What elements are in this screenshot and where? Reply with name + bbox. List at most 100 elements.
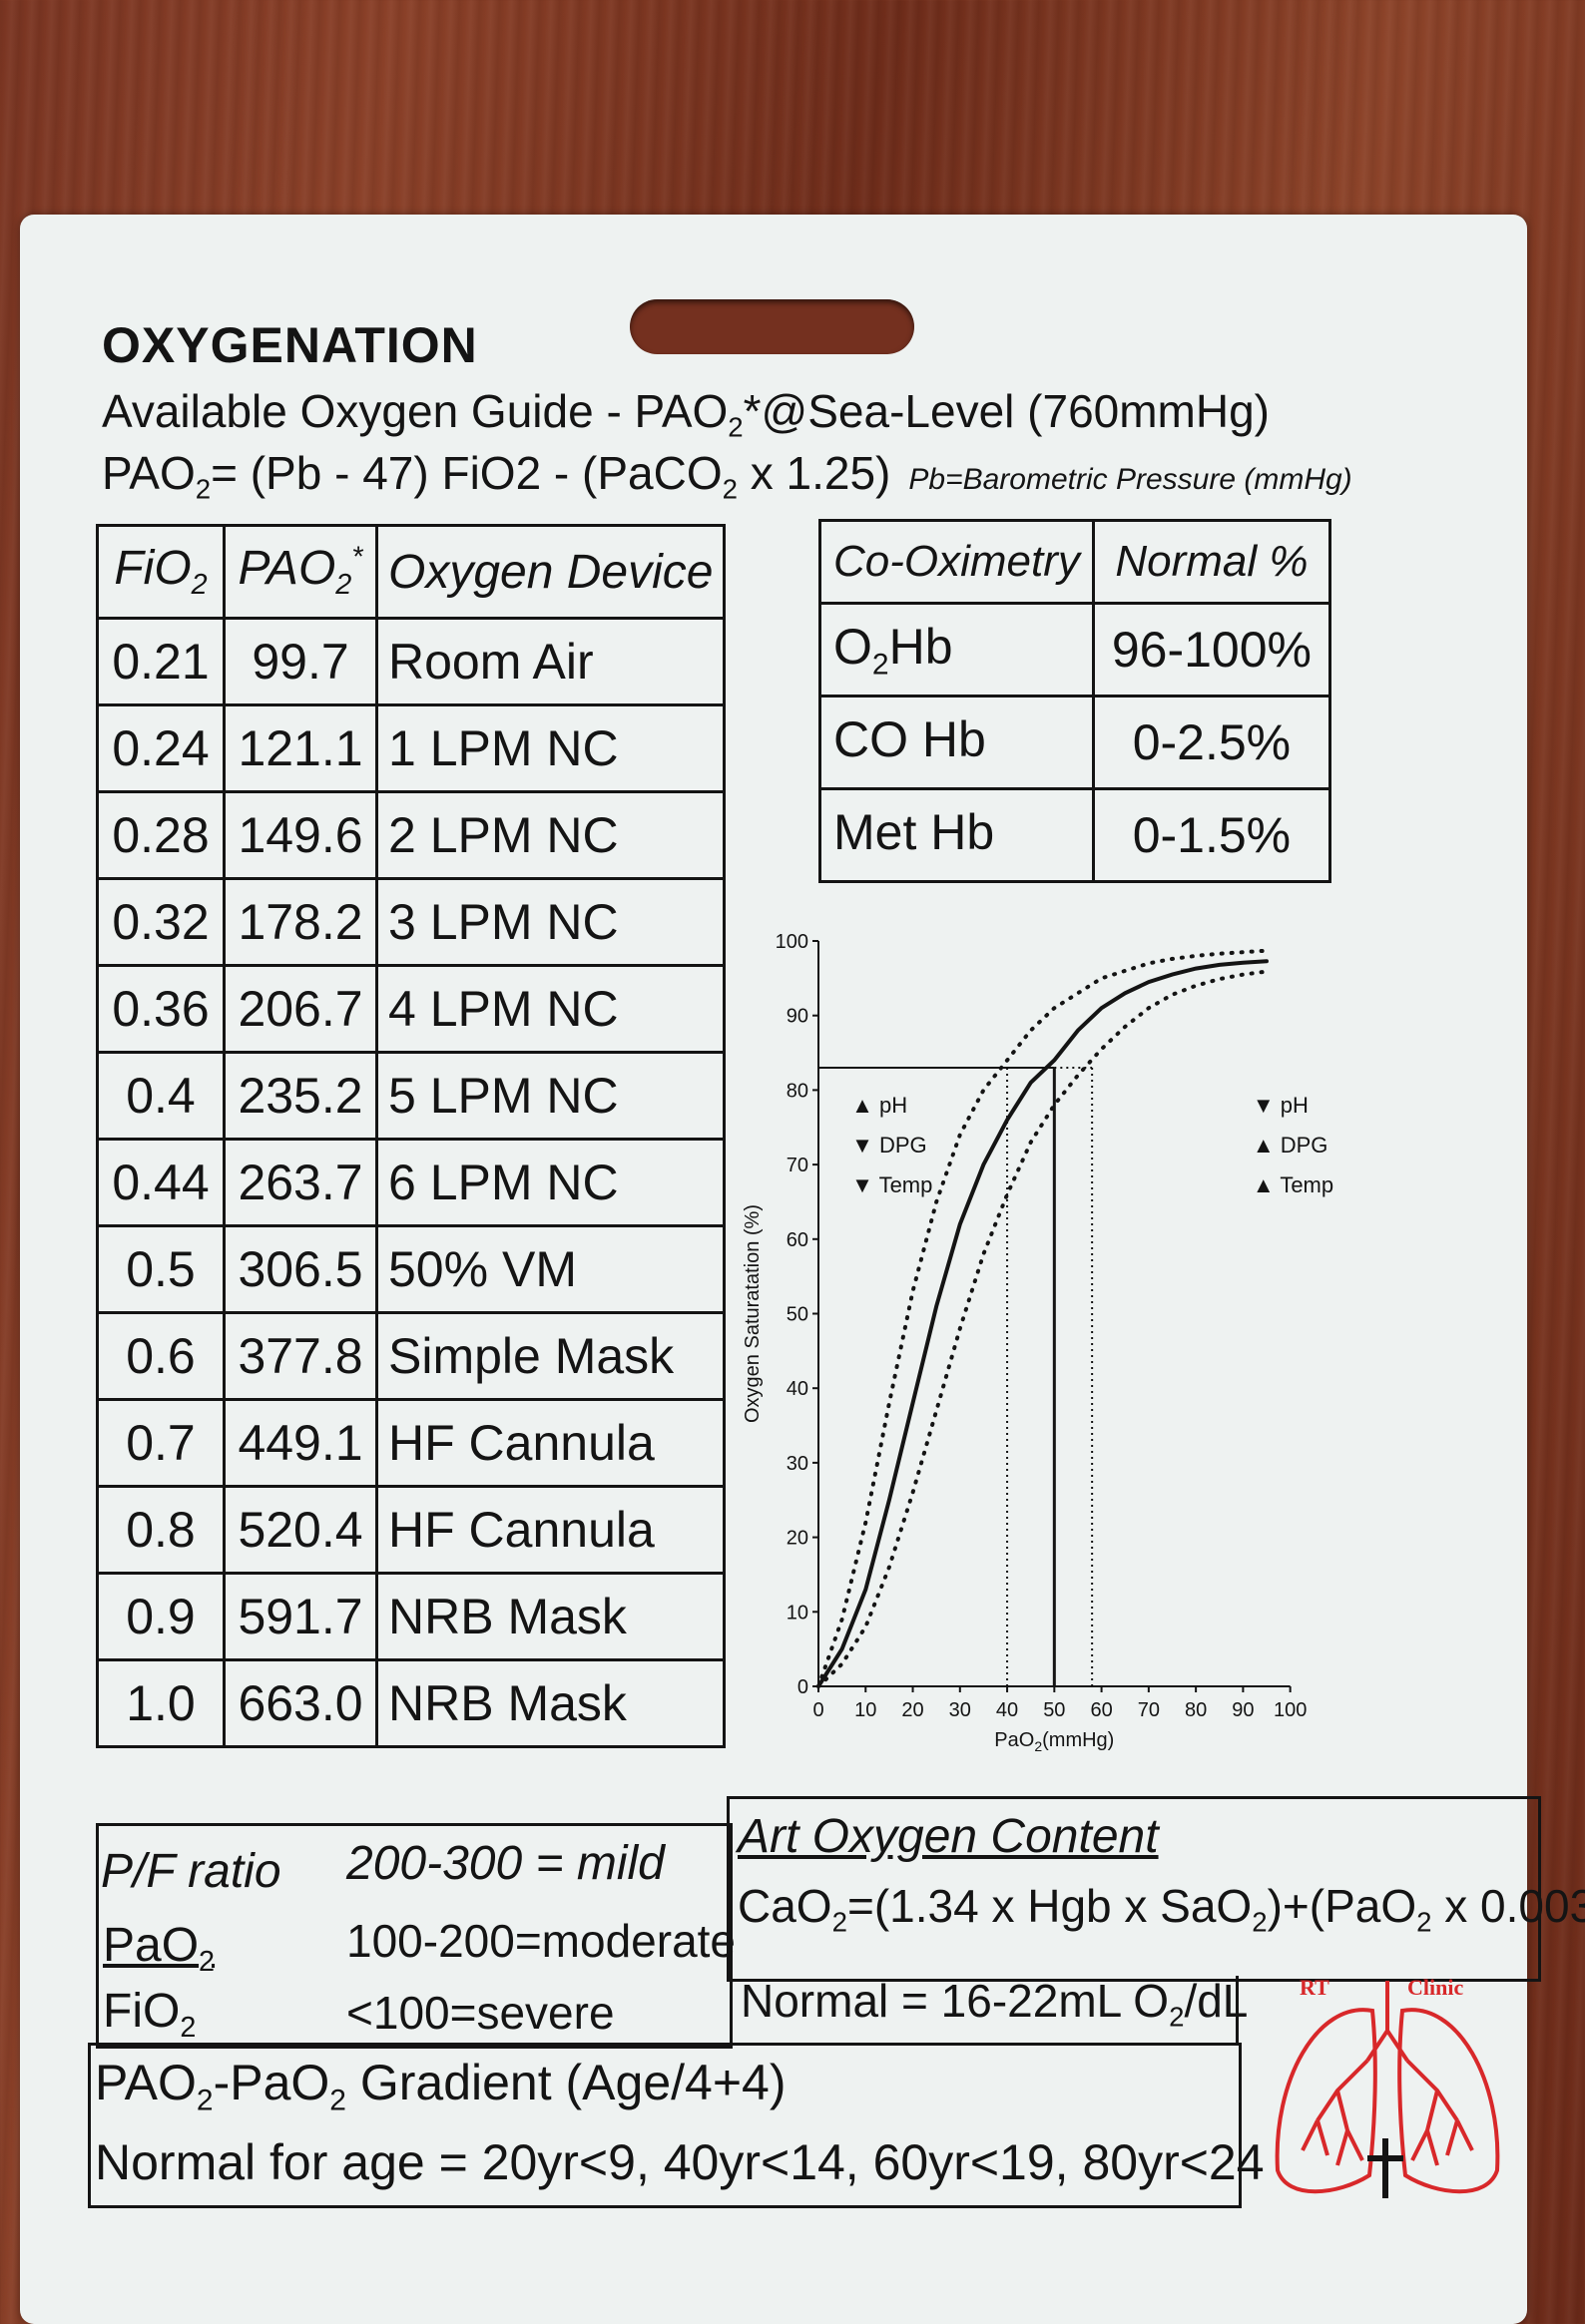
pf-numerator: PaO2 bbox=[103, 1919, 216, 1979]
fio-cell: 0.8 bbox=[96, 1485, 226, 1575]
fio2-table-row: 0.8 520.4 HF Cannula bbox=[96, 1485, 727, 1575]
fio-cell: 0.7 bbox=[96, 1398, 226, 1488]
x-tick-label: 90 bbox=[1232, 1699, 1254, 1721]
pao2-cell: 377.8 bbox=[223, 1311, 378, 1401]
card-title: OXYGENATION bbox=[102, 317, 478, 373]
device-cell: 50% VM bbox=[374, 1224, 727, 1314]
co-oximetry-header: Co-Oximetry Normal % bbox=[818, 519, 1331, 605]
y-tick-label: 30 bbox=[787, 1453, 808, 1475]
x-tick-label: 40 bbox=[996, 1699, 1018, 1721]
rt-clinic-lungs-logo: RT Clinic bbox=[1275, 1975, 1500, 2198]
device-cell: HF Cannula bbox=[374, 1398, 727, 1488]
co-oximetry-name: O2Hb bbox=[818, 602, 1095, 697]
fio-cell: 0.32 bbox=[96, 877, 226, 967]
lanyard-slot bbox=[630, 299, 914, 354]
pao2-cell: 591.7 bbox=[223, 1572, 378, 1661]
device-cell: NRB Mask bbox=[374, 1572, 727, 1661]
fio-cell: 0.21 bbox=[96, 617, 226, 706]
co-oximetry-row: CO Hb 0-2.5% bbox=[818, 695, 1331, 790]
device-cell: HF Cannula bbox=[374, 1485, 727, 1575]
gradient-normal-for-age: Normal for age = 20yr<9, 40yr<14, 60yr<1… bbox=[95, 2134, 1265, 2190]
y-tick-label: 10 bbox=[787, 1602, 808, 1624]
device-cell: NRB Mask bbox=[374, 1658, 727, 1748]
pao2-cell: 99.7 bbox=[223, 617, 378, 706]
y-tick-label: 0 bbox=[797, 1676, 808, 1698]
fio2-table-row: 0.24 121.1 1 LPM NC bbox=[96, 703, 727, 793]
header-pao2: PAO2* bbox=[223, 524, 378, 620]
pao2-cell: 520.4 bbox=[223, 1485, 378, 1575]
device-cell: Room Air bbox=[374, 617, 727, 706]
cao2-formula: CaO2=(1.34 x Hgb x SaO2)+(PaO2 x 0.003) bbox=[738, 1880, 1585, 1938]
x-tick-label: 20 bbox=[901, 1699, 923, 1721]
pao2-formula-line: PAO2= (Pb - 47) FiO2 - (PaCO2 x 1.25) Pb=… bbox=[102, 447, 1352, 505]
co-oximetry-name: CO Hb bbox=[818, 695, 1095, 790]
pf-severe: <100=severe bbox=[346, 1987, 615, 2039]
fio-cell: 0.24 bbox=[96, 703, 226, 793]
fio2-table-row: 0.9 591.7 NRB Mask bbox=[96, 1572, 727, 1661]
shifted-curve bbox=[816, 948, 1269, 1688]
normal-curve bbox=[816, 959, 1269, 1688]
co-oximetry-normal: 96-100% bbox=[1091, 602, 1331, 697]
reference-card: OXYGENATION Available Oxygen Guide - PAO… bbox=[20, 215, 1585, 2324]
x-axis-label: PaO2(mmHg) bbox=[994, 1729, 1114, 1754]
y-tick-label: 100 bbox=[776, 931, 808, 953]
x-tick-label: 80 bbox=[1185, 1699, 1207, 1721]
pf-ratio-box: P/F ratio PaO2 FiO2 200-300 = mild 100-2… bbox=[96, 1823, 737, 2049]
device-cell: 5 LPM NC bbox=[374, 1051, 727, 1141]
art-oxygen-content-box: Art Oxygen Content CaO2=(1.34 x Hgb x Sa… bbox=[727, 1796, 1585, 1982]
device-cell: 3 LPM NC bbox=[374, 877, 727, 967]
cross-icon bbox=[1367, 2138, 1403, 2198]
x-tick-label: 60 bbox=[1090, 1699, 1112, 1721]
right-shift-annotation: ▲ DPG bbox=[1253, 1133, 1328, 1158]
left-shift-annotation: ▲ pH bbox=[851, 1093, 907, 1118]
y-tick-label: 50 bbox=[787, 1304, 808, 1326]
art-oxygen-content-title: Art Oxygen Content bbox=[738, 1810, 1159, 1863]
fio-cell: 0.28 bbox=[96, 790, 226, 880]
left-shift-annotation: ▼ DPG bbox=[851, 1133, 927, 1158]
logo-clinic-text: Clinic bbox=[1407, 1975, 1463, 2000]
y-tick-label: 20 bbox=[787, 1528, 808, 1550]
fio2-table: FiO2 PAO2* Oxygen Device 0.21 99.7 Room Ai… bbox=[96, 524, 727, 1748]
fio-cell: 0.9 bbox=[96, 1572, 226, 1661]
header-normal-percent: Normal % bbox=[1091, 519, 1331, 605]
oxygen-dissociation-curve: 0 10 20 30 40 50 60 70 80 90 100 0 10 20 30 40 50 60 70 80 9… bbox=[742, 931, 1333, 1754]
available-oxygen-guide-line: Available Oxygen Guide - PAO2*@Sea-Level… bbox=[102, 385, 1270, 443]
co-oximetry-name: Met Hb bbox=[818, 787, 1095, 883]
pao2-cell: 149.6 bbox=[223, 790, 378, 880]
co-oximetry-row: Met Hb 0-1.5% bbox=[818, 787, 1331, 883]
device-cell: 1 LPM NC bbox=[374, 703, 727, 793]
fio-cell: 0.36 bbox=[96, 964, 226, 1054]
left-shift-annotation: ▼ Temp bbox=[851, 1172, 932, 1197]
pao2-cell: 306.5 bbox=[223, 1224, 378, 1314]
fio2-table-row: 0.7 449.1 HF Cannula bbox=[96, 1398, 727, 1488]
co-oximetry-row: O2Hb 96-100% bbox=[818, 602, 1331, 697]
fio-cell: 0.4 bbox=[96, 1051, 226, 1141]
pao2-cell: 263.7 bbox=[223, 1138, 378, 1227]
x-tick-label: 100 bbox=[1274, 1699, 1307, 1721]
x-tick-label: 70 bbox=[1138, 1699, 1160, 1721]
fio-cell: 0.6 bbox=[96, 1311, 226, 1401]
y-tick-label: 40 bbox=[787, 1378, 808, 1400]
header-fio2: FiO2 bbox=[96, 524, 226, 620]
x-tick-label: 50 bbox=[1043, 1699, 1065, 1721]
right-shift-annotation: ▲ Temp bbox=[1253, 1172, 1333, 1197]
pf-ratio-label: P/F ratio bbox=[101, 1845, 281, 1898]
device-cell: 4 LPM NC bbox=[374, 964, 727, 1054]
normal-content-value: Normal = 16-22mL O2/dL bbox=[741, 1975, 1249, 2033]
fio2-table-row: 0.21 99.7 Room Air bbox=[96, 617, 727, 706]
pf-denominator: FiO2 bbox=[103, 1985, 197, 2045]
y-axis-label: Oxygen Saturatation (%) bbox=[742, 1204, 764, 1423]
co-oximetry-normal: 0-1.5% bbox=[1091, 787, 1331, 883]
fio2-table-header: FiO2 PAO2* Oxygen Device bbox=[96, 524, 727, 620]
fio2-table-row: 0.6 377.8 Simple Mask bbox=[96, 1311, 727, 1401]
fio-cell: 1.0 bbox=[96, 1658, 226, 1748]
fio-cell: 0.44 bbox=[96, 1138, 226, 1227]
device-cell: 6 LPM NC bbox=[374, 1138, 727, 1227]
shifted-curve bbox=[816, 969, 1269, 1688]
pao2-cell: 121.1 bbox=[223, 703, 378, 793]
y-tick-label: 80 bbox=[787, 1080, 808, 1102]
fio2-table-row: 0.5 306.5 50% VM bbox=[96, 1224, 727, 1314]
co-oximetry-normal: 0-2.5% bbox=[1091, 695, 1331, 790]
header-oxygen-device: Oxygen Device bbox=[374, 524, 727, 620]
pf-moderate: 100-200=moderate bbox=[346, 1915, 737, 1967]
